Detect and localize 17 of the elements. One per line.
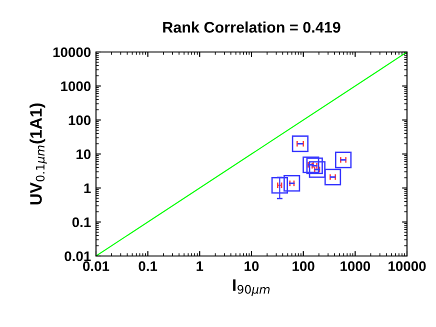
y-tick-label: 10 <box>76 149 91 160</box>
y-tick-label: 0.01 <box>64 251 91 262</box>
y-tick-label: 1000 <box>61 81 91 92</box>
chart-title: Rank Correlation = 0.419 <box>163 21 340 33</box>
x-axis-title: I$_{90μm}$ <box>233 279 270 296</box>
y-axis-title: UV$_{0.1μm}$(1A1) <box>30 103 47 204</box>
y-tick-label: 1 <box>84 183 91 194</box>
x-tick-label: 100 <box>292 261 314 272</box>
x-tick-label: 0.01 <box>83 261 110 272</box>
x-tick-label: 0.1 <box>138 261 158 272</box>
y-tick-label: 100 <box>68 115 91 126</box>
y-tick-label: 0.1 <box>72 217 91 228</box>
x-tick-label: 1000 <box>340 261 370 272</box>
x-tick-label: 1 <box>196 261 204 271</box>
y-tick-label: 10000 <box>53 47 91 58</box>
x-tick-label: 10000 <box>388 261 426 272</box>
x-tick-label: 10 <box>244 261 259 272</box>
